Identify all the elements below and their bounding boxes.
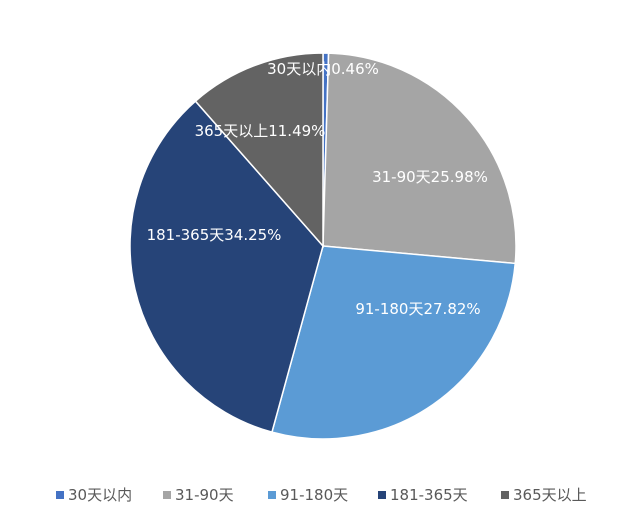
slice-label-2: 31-90天25.98% xyxy=(372,168,488,186)
legend-swatch-5 xyxy=(501,491,509,499)
legend-label-2: 31-90天 xyxy=(175,486,234,504)
slice-label-4: 181-365天34.25% xyxy=(147,226,282,244)
legend-label-4: 181-365天 xyxy=(390,486,468,504)
legend-label-3: 91-180天 xyxy=(280,486,348,504)
pie-slice-3 xyxy=(271,245,517,440)
pie-slice-5 xyxy=(194,52,324,248)
legend-swatch-1 xyxy=(56,491,64,499)
pie-slice-4 xyxy=(129,100,324,434)
legend-label-1: 30天以内 xyxy=(68,486,132,504)
legend: 30天以内 31-90天 91-180天 181-365天 365天以上 xyxy=(56,486,587,504)
pie-slices xyxy=(129,52,517,440)
legend-label-5: 365天以上 xyxy=(513,486,587,504)
legend-swatch-3 xyxy=(268,491,276,499)
legend-swatch-2 xyxy=(163,491,171,499)
slice-labels: 30天以内0.46% 31-90天25.98% 91-180天27.82% 181-3… xyxy=(147,60,488,318)
pie-slice-2 xyxy=(322,52,517,265)
slice-label-1: 30天以内0.46% xyxy=(267,60,379,78)
slice-label-3: 91-180天27.82% xyxy=(355,300,480,318)
legend-swatch-4 xyxy=(378,491,386,499)
slice-label-5: 365天以上11.49% xyxy=(195,122,326,140)
